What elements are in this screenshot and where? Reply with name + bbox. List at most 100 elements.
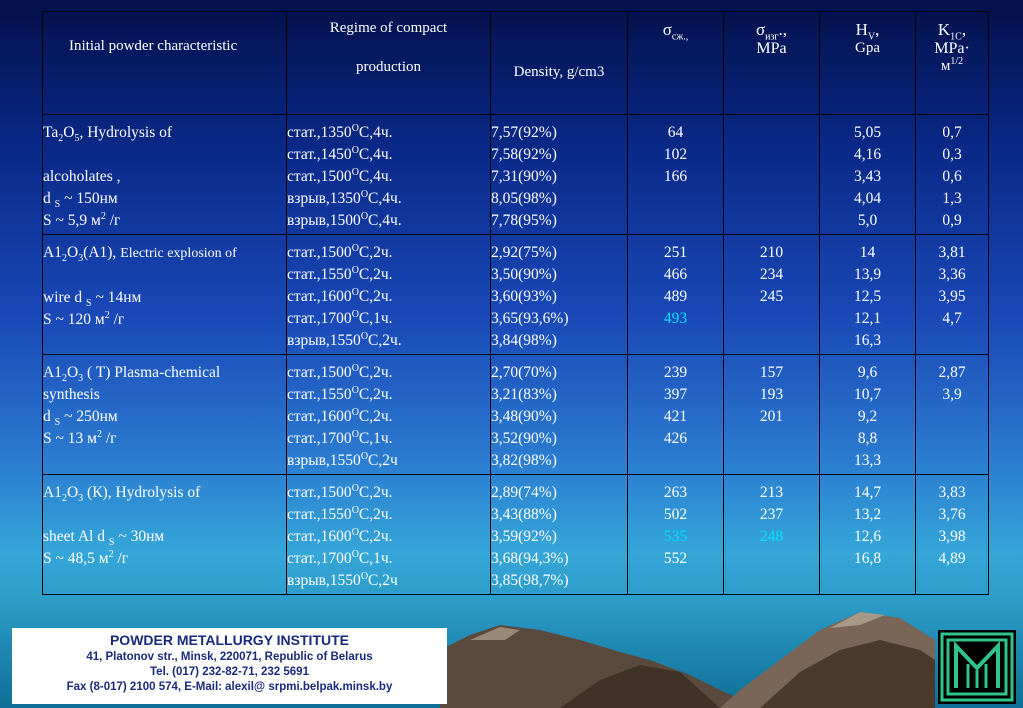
particle-size-line: d S ~ 250нм (43, 406, 286, 428)
regime-line: стат.,1550ОС,2ч. (287, 504, 490, 526)
hardness-cell: 5,05 4,16 3,43 4,04 5,0 (819, 114, 916, 235)
hv-suffix: , (875, 20, 880, 39)
hardness-value: 5,05 (853, 124, 882, 141)
density-value: 3,50(90%) (491, 266, 557, 283)
density-value: 3,85(98,7%) (491, 572, 569, 589)
regime-sup: О (351, 526, 359, 538)
header-col5-text: σизг., (724, 12, 819, 42)
material-line: Ta2O5, Hydrolysis of (43, 122, 286, 144)
material-line: A12O3 ( T) Plasma-chemical (43, 362, 286, 384)
regime-line: стат.,1600ОС,2ч. (287, 286, 490, 308)
density-value: 2,89(74%) (491, 484, 557, 501)
regime-text: стат.,1500 (287, 168, 352, 185)
regime-sup: О (351, 286, 359, 298)
regime-text: С,4ч. (368, 190, 402, 207)
ds-sub: S (54, 417, 61, 429)
material-cell: Ta2O5, Hydrolysis of alcoholates , d S ~ 1… (42, 114, 287, 235)
header-row: Initial powder characteristic Regime of … (42, 11, 989, 115)
density-value: 2,92(75%) (491, 244, 557, 261)
ds-sub: S (108, 537, 115, 549)
density-value: 3,60(93%) (491, 288, 557, 305)
header-fracture-toughness: K1C, MPa· м1/2 (915, 11, 989, 115)
regime-line: стат.,1600ОС,2ч. (287, 526, 490, 548)
hardness-value: 14 (859, 244, 876, 261)
toughness-cell: 0,7 0,3 0,6 1,3 0,9 (915, 114, 989, 235)
ds-sub: S (86, 298, 92, 310)
sigma-suffix: ., (778, 20, 788, 39)
ds-value: ~ 30нм (114, 528, 165, 545)
sigma-bending-value: 234 (759, 266, 784, 283)
regime-sup: О (351, 264, 359, 276)
regime-sup: О (351, 504, 359, 516)
surface-area-line: S ~ 5,9 м2 /г (43, 210, 286, 232)
sigma-bending-value: 213 (759, 484, 784, 501)
area-unit: /г (105, 212, 121, 229)
area-sup: 2 (108, 548, 114, 560)
toughness-cell: 3,81 3,36 3,95 4,7 (915, 234, 989, 355)
regime-text: стат.,1600 (287, 288, 352, 305)
ds-label: d (43, 408, 55, 425)
regime-text: взрыв,1500 (287, 212, 361, 229)
toughness-value: 0,3 (942, 146, 962, 163)
toughness-value: 3,36 (938, 266, 966, 283)
density-value: 2,70(70%) (491, 364, 557, 381)
sigma-bending-value: 237 (759, 506, 784, 523)
hardness-value: 13,9 (853, 266, 882, 283)
regime-text: взрыв,1550 (287, 572, 361, 589)
regime-cell: стат.,1500ОС,2ч. стат.,1550ОС,2ч. стат.,16… (286, 474, 491, 595)
regime-text: стат.,1700 (287, 550, 352, 567)
institute-tel: Tel. (017) 232-82-71, 232 5691 (150, 666, 309, 678)
surface-area-line: S ~ 120 м2 /г (43, 309, 286, 331)
regime-sup: О (360, 210, 369, 222)
material-extra-line: alcoholates , (43, 166, 286, 188)
sigma-bending-cell (723, 114, 820, 235)
density-value: 8,05(98%) (491, 190, 557, 207)
mountain-shape (560, 665, 720, 708)
regime-cell: стат.,1350ОС,4ч. стат.,1450ОС,4ч. стат.,15… (286, 114, 491, 235)
institute-title: POWDER METALLURGY INSTITUTE (109, 632, 350, 648)
toughness-value: 4,7 (942, 310, 962, 327)
regime-line: стат.,1500ОС,2ч. (287, 242, 490, 264)
hardness-value: 12,5 (853, 288, 882, 305)
regime-line: стат.,1500ОС,2ч. (287, 362, 490, 384)
hardness-cell: 14,7 13,2 12,6 16,8 (819, 474, 916, 595)
material-extra: alcoholates , (43, 168, 121, 185)
sigma-bending-cell: 210 234 245 (723, 234, 820, 355)
density-value: 7,78(95%) (491, 212, 557, 229)
ds-label: d (93, 528, 109, 545)
regime-line: стат.,1600ОС,2ч. (287, 406, 490, 428)
regime-text: С,2ч. (358, 528, 393, 545)
header-sigma-compression: σсж., (627, 11, 724, 115)
material-text: (К), Hydrolysis of (83, 484, 201, 501)
regime-text: С,4ч. (368, 212, 402, 229)
regime-sup: О (351, 548, 359, 560)
material-sub: 2 (61, 253, 67, 265)
regime-text: стат.,1450 (287, 146, 352, 163)
material-cell: A12O3 ( T) Plasma-chemical synthesis d S ~… (42, 354, 287, 475)
regime-line: стат.,1700ОС,1ч. (287, 548, 490, 570)
material-sub: 3 (78, 493, 84, 505)
sigma-compression-cell: 239 397 421 426 (627, 354, 724, 475)
regime-line: стат.,1550ОС,2ч. (287, 384, 490, 406)
regime-text: стат.,1500 (287, 364, 352, 381)
hardness-value: 4,04 (853, 190, 882, 207)
toughness-cell: 3,83 3,76 3,98 4,89 (915, 474, 989, 595)
material-text: O (66, 244, 79, 261)
hv-sub: V (867, 31, 876, 43)
material-sub: 2 (58, 133, 64, 145)
regime-text: стат.,1500 (287, 244, 352, 261)
toughness-value: 3,9 (942, 386, 962, 403)
material-text: A1 (43, 244, 62, 261)
sigma-compression-value: 421 (663, 408, 688, 425)
ds-value: ~ 250нм (60, 408, 118, 425)
regime-text: С,2ч. (358, 288, 393, 305)
hardness-cell: 14 13,9 12,5 12,1 16,3 (819, 234, 916, 355)
regime-text: С,2ч (368, 452, 398, 469)
sigma-compression-value: 535 (663, 528, 688, 545)
sigma-compression-value: 263 (663, 484, 688, 501)
regime-line: взрыв,1500ОС,4ч. (287, 210, 490, 232)
particle-size-line: d S ~ 150нм (43, 188, 286, 210)
regime-text: С,2ч. (358, 386, 393, 403)
sigma-compression-value: 426 (663, 430, 688, 447)
regime-sup: О (360, 570, 369, 582)
